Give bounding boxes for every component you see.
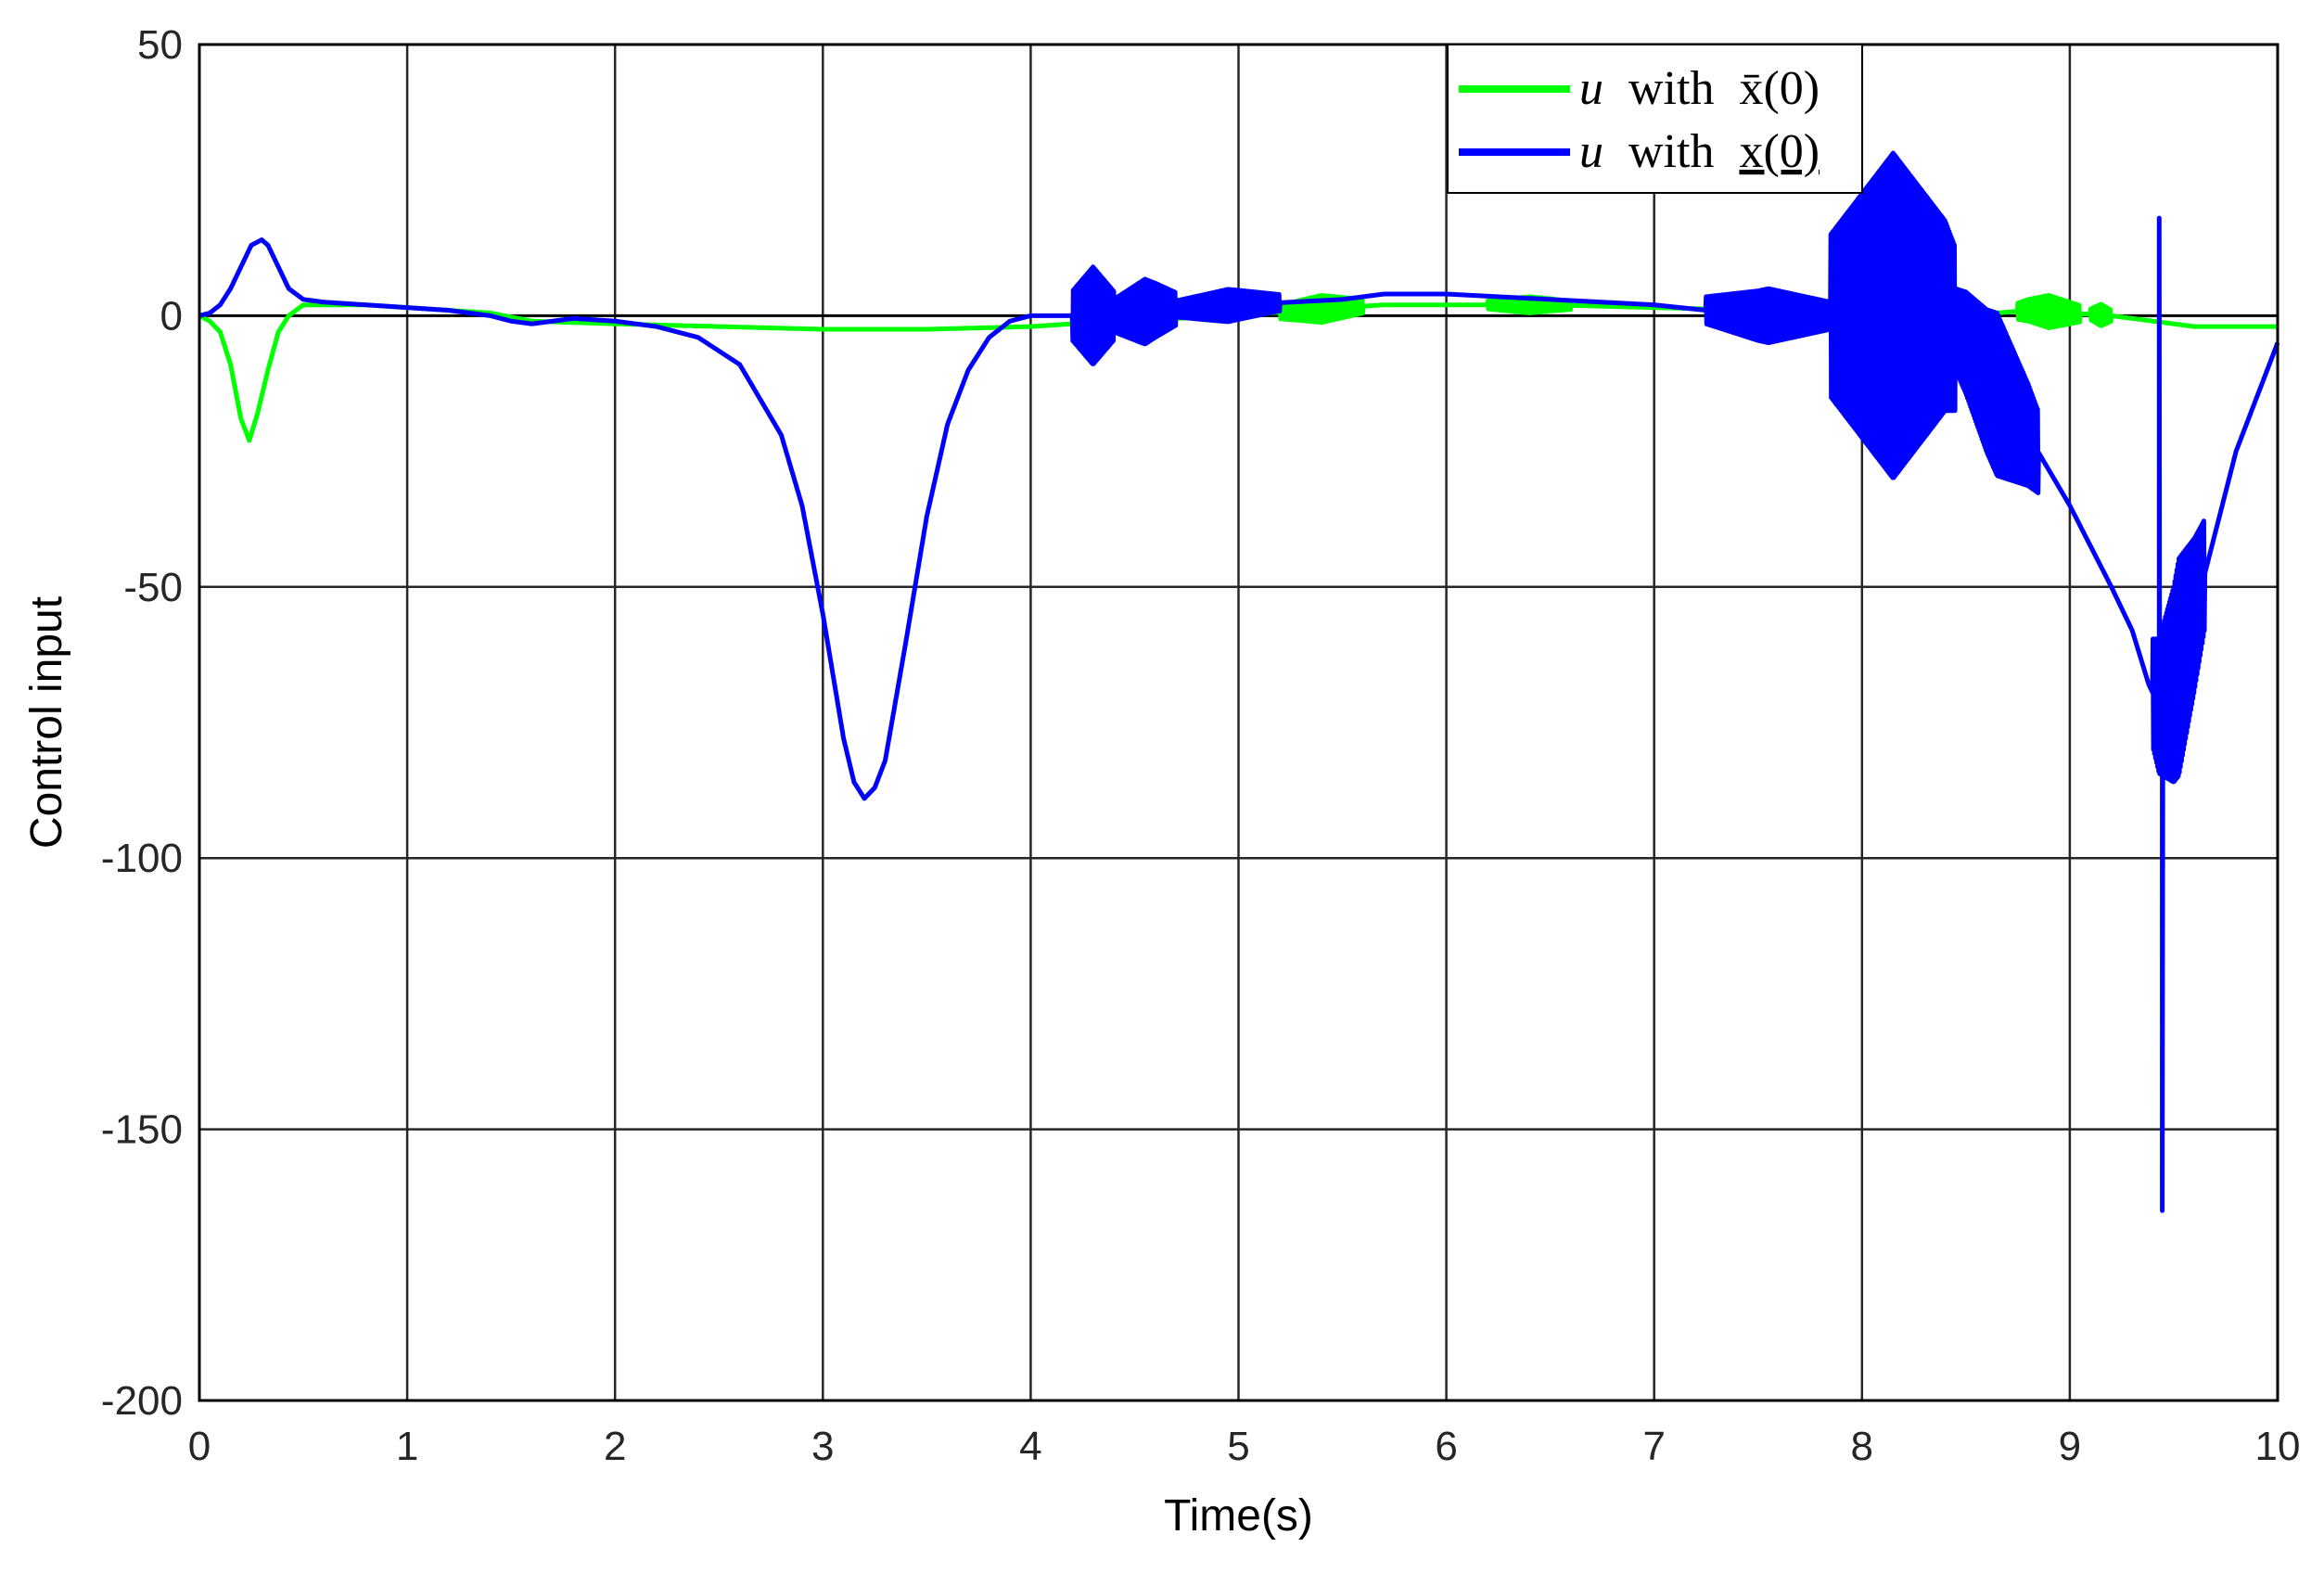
series-line-blue: [198, 150, 2280, 1213]
series-layer: [198, 150, 2280, 1213]
x-tick-label: 0: [188, 1424, 211, 1469]
legend-green-state: x̄(0): [1739, 62, 1820, 115]
legend-green-word: with: [1628, 62, 1714, 115]
legend-entry-blue: u with x(0): [1579, 125, 1820, 178]
y-tick-label: -150: [101, 1107, 183, 1153]
x-tick-label: 7: [1642, 1424, 1665, 1469]
x-tick-label: 3: [811, 1424, 834, 1469]
tick-labels: 0 1 2 3 4 5 6 7 8 9 10 -200 -150 -100 -50 0 50: [101, 22, 2301, 1469]
y-tick-label: 50: [137, 22, 183, 68]
y-tick-label: -100: [101, 836, 183, 881]
x-tick-label: 6: [1435, 1424, 1457, 1469]
x-tick-label: 9: [2059, 1424, 2081, 1469]
x-tick-label: 10: [2255, 1424, 2301, 1469]
plot-frame: [198, 43, 2279, 1402]
x-tick-label: 4: [1019, 1424, 1041, 1469]
y-tick-label: -50: [123, 565, 183, 610]
x-tick-label: 2: [604, 1424, 626, 1469]
legend-blue-word: with: [1628, 125, 1714, 178]
y-tick-label: 0: [160, 293, 183, 339]
x-tick-label: 8: [1851, 1424, 1873, 1469]
y-axis-label: Control input: [22, 596, 71, 849]
legend: u with x̄(0) u with x(0): [1447, 44, 1863, 194]
legend-green-var: u: [1579, 62, 1603, 115]
x-axis-label: Time(s): [1164, 1491, 1313, 1541]
y-tick-label: -200: [101, 1378, 183, 1424]
legend-box: [1447, 44, 1863, 194]
legend-blue-state: x(0): [1739, 125, 1820, 178]
x-tick-label: 1: [396, 1424, 418, 1469]
x-tick-label: 5: [1227, 1424, 1249, 1469]
legend-blue-var: u: [1579, 125, 1603, 178]
legend-entry-green: u with x̄(0): [1579, 62, 1820, 115]
